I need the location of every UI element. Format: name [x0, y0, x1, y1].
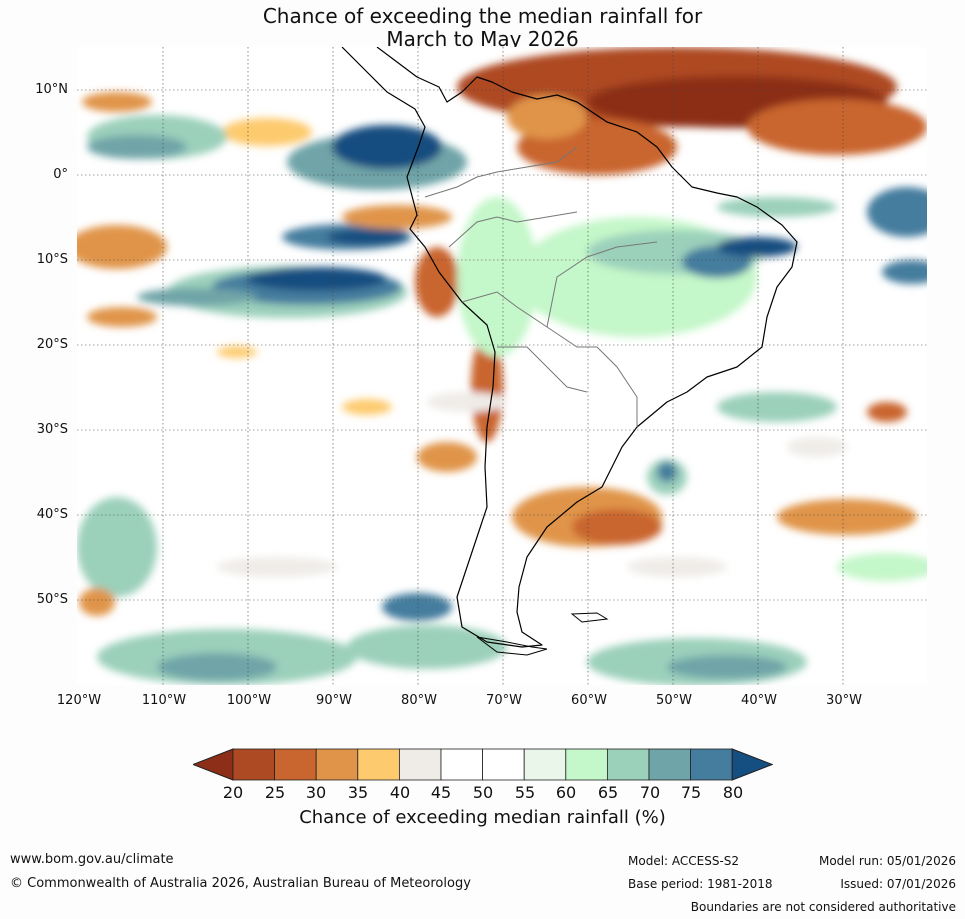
base-period: Base period: 1981-2018 [628, 877, 773, 891]
colorbar-cell [523, 748, 567, 781]
chart-title: Chance of exceeding the median rainfall … [0, 5, 965, 51]
lat-tick-10s: 10°S [36, 252, 68, 267]
title-line-1: Chance of exceeding the median rainfall … [262, 4, 703, 28]
colorbar-extend-high [731, 748, 773, 781]
lat-tick-30s: 30°S [36, 422, 68, 437]
lon-tick-90w: 90°W [316, 693, 352, 708]
colorbar-title: Chance of exceeding median rainfall (%) [299, 807, 666, 828]
colorbar-cell [690, 748, 733, 781]
model-run-date: Model run: 05/01/2026 [818, 854, 956, 868]
colorbar-label-45: 45 [430, 783, 452, 802]
lon-tick-110w: 110°W [141, 693, 187, 708]
lon-tick-80w: 80°W [401, 693, 437, 708]
colorbar-label-80: 80 [722, 783, 744, 802]
graticule [77, 47, 927, 685]
colorbar-cell [315, 748, 359, 781]
colorbar-label-20: 20 [222, 783, 244, 802]
colorbar-extend-low [193, 748, 234, 781]
colorbar-label-65: 65 [597, 783, 619, 802]
colorbar-cell [274, 748, 317, 781]
colorbar-cell [357, 748, 400, 781]
boundaries-note: Boundaries are not considered authoritat… [690, 900, 956, 914]
website-link[interactable]: www.bom.gov.au/climate [10, 852, 174, 867]
coastline [341, 47, 798, 648]
model-name: Model: ACCESS-S2 [628, 854, 740, 868]
colorbar-cell [440, 748, 483, 781]
colorbar-cell [398, 748, 442, 781]
lon-tick-50w: 50°W [656, 693, 692, 708]
lon-tick-40w: 40°W [741, 693, 777, 708]
lon-tick-70w: 70°W [486, 693, 522, 708]
colorbar-cell [648, 748, 691, 781]
tierra-del-fuego [476, 636, 548, 656]
colorbar-label-50: 50 [472, 783, 494, 802]
colorbar-label-40: 40 [389, 783, 411, 802]
lat-tick-40s: 40°S [36, 507, 68, 522]
lon-tick-120w: 120°W [56, 693, 102, 708]
lon-tick-60w: 60°W [571, 693, 607, 708]
lon-tick-30w: 30°W [826, 693, 862, 708]
colorbar-label-35: 35 [347, 783, 369, 802]
lat-tick-50s: 50°S [36, 592, 68, 607]
title-line-2: March to May 2026 [386, 27, 579, 51]
probability-field [77, 47, 927, 685]
colorbar-label-75: 75 [680, 783, 702, 802]
lat-tick-10n: 10°N [35, 82, 68, 97]
copyright-text: © Commonwealth of Australia 2026, Austra… [10, 876, 471, 891]
falkland-islands [570, 612, 609, 623]
colorbar-label-70: 70 [639, 783, 661, 802]
colorbar-label-55: 55 [514, 783, 536, 802]
colorbar-cell [232, 748, 275, 781]
issued-date: Issued: 07/01/2026 [840, 877, 956, 891]
colorbar [193, 748, 773, 781]
colorbar-cell [606, 748, 650, 781]
map-canvas [77, 47, 927, 685]
colorbar-label-60: 60 [555, 783, 577, 802]
country-borders [424, 146, 658, 427]
colorbar-cell [482, 748, 525, 781]
lat-tick-0: 0° [53, 167, 68, 182]
colorbar-cell [565, 748, 608, 781]
rainfall-map [77, 47, 927, 685]
lon-tick-100w: 100°W [226, 693, 272, 708]
colorbar-label-30: 30 [305, 783, 327, 802]
lat-tick-20s: 20°S [36, 337, 68, 352]
colorbar-label-25: 25 [264, 783, 286, 802]
